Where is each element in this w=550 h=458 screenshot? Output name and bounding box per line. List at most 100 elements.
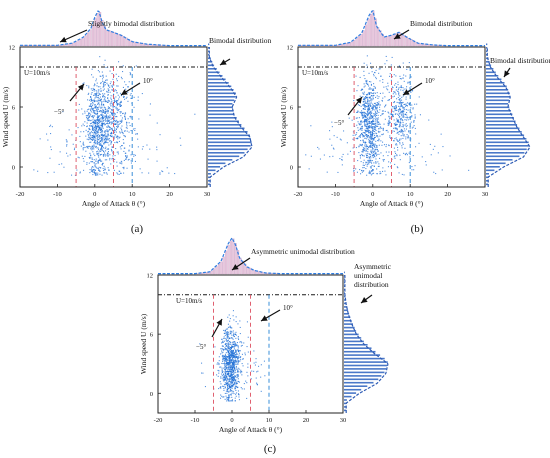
scatter-point <box>106 120 108 122</box>
scatter-point <box>221 355 223 357</box>
scatter-point <box>230 349 232 351</box>
scatter-point <box>221 369 223 371</box>
scatter-point <box>374 150 376 152</box>
scatter-point <box>235 345 237 347</box>
scatter-point <box>95 93 97 95</box>
scatter-point <box>403 91 405 93</box>
scatter-point <box>246 371 248 373</box>
right-hist-bar <box>208 43 210 46</box>
scatter-point <box>105 79 107 81</box>
scatter-point <box>81 155 83 157</box>
scatter-point <box>364 137 366 139</box>
scatter-point <box>368 141 370 143</box>
scatter-point <box>117 151 119 153</box>
scatter-point <box>379 92 381 94</box>
scatter-point <box>373 145 375 147</box>
scatter-point <box>399 101 401 103</box>
scatter-point <box>232 381 234 383</box>
scatter-point <box>364 113 366 115</box>
right-hist-bar <box>208 82 229 84</box>
right-hist-bar <box>344 409 347 412</box>
scatter-point <box>374 152 376 154</box>
scatter-point <box>368 157 370 159</box>
scatter-point <box>406 154 408 156</box>
scatter-point <box>105 114 107 116</box>
scatter-point <box>370 161 372 163</box>
scatter-point <box>365 116 367 118</box>
scatter-point <box>90 88 92 90</box>
scatter-point <box>416 103 418 105</box>
scatter-point <box>228 395 230 397</box>
scatter-point <box>88 112 90 114</box>
scatter-point <box>88 135 90 137</box>
scatter-point <box>116 85 118 87</box>
scatter-point <box>100 107 102 109</box>
scatter-point <box>102 162 104 164</box>
scatter-point <box>86 163 88 165</box>
scatter-point <box>98 119 100 121</box>
scatter-point <box>371 98 373 100</box>
scatter-point <box>90 96 92 98</box>
scatter-point <box>235 381 237 383</box>
scatter-point <box>119 146 121 148</box>
scatter-point <box>127 86 129 88</box>
scatter-point <box>228 385 230 387</box>
scatter-point <box>104 107 106 109</box>
scatter-point <box>87 119 89 121</box>
scatter-point <box>402 126 404 128</box>
scatter-point <box>121 161 123 163</box>
scatter-point <box>231 350 233 352</box>
neg5-arrow-head <box>77 84 84 91</box>
scatter-point <box>229 360 231 362</box>
scatter-point <box>233 319 235 321</box>
scatter-point <box>125 155 127 157</box>
scatter-point <box>378 68 380 70</box>
scatter-point <box>228 361 230 363</box>
scatter-point <box>403 107 405 109</box>
scatter-point <box>110 81 112 83</box>
scatter-point <box>90 114 92 116</box>
scatter-point <box>111 117 113 119</box>
scatter-point <box>226 356 228 358</box>
scatter-point <box>109 154 111 156</box>
scatter-point <box>91 108 93 110</box>
scatter-point <box>375 161 377 163</box>
scatter-point <box>377 117 379 119</box>
scatter-point <box>103 104 105 106</box>
scatter-point <box>58 163 60 165</box>
y-axis-label: Wind speed U (m/s) <box>1 86 10 147</box>
scatter-point <box>114 142 116 144</box>
scatter-point <box>112 105 114 107</box>
scatter-point <box>89 108 91 110</box>
right-hist-bar <box>344 406 347 408</box>
scatter-point <box>223 396 225 398</box>
scatter-point <box>369 137 371 139</box>
scatter-point <box>394 163 396 165</box>
scatter-point <box>100 90 102 92</box>
scatter-point <box>238 350 240 352</box>
scatter-point <box>368 92 370 94</box>
scatter-point <box>97 132 99 134</box>
scatter-point <box>227 366 229 368</box>
scatter-point <box>112 130 114 132</box>
top-hist-bar <box>75 41 78 47</box>
scatter-point <box>364 106 366 108</box>
scatter-point <box>82 143 84 145</box>
scatter-point <box>227 323 229 325</box>
scatter-point <box>394 124 396 126</box>
scatter-point <box>230 347 232 349</box>
scatter-point <box>353 170 355 172</box>
scatter-point <box>394 157 396 159</box>
scatter-point <box>363 135 365 137</box>
scatter-point <box>368 146 370 148</box>
right-hist-bar <box>486 61 490 63</box>
scatter-point <box>221 350 223 352</box>
scatter-point <box>331 121 333 123</box>
scatter-point <box>127 118 129 120</box>
scatter-point <box>367 83 369 85</box>
right-hist-bar <box>344 392 357 394</box>
scatter-point <box>399 95 401 97</box>
scatter-point <box>370 149 372 151</box>
scatter-point <box>93 123 95 125</box>
scatter-point <box>368 119 370 121</box>
